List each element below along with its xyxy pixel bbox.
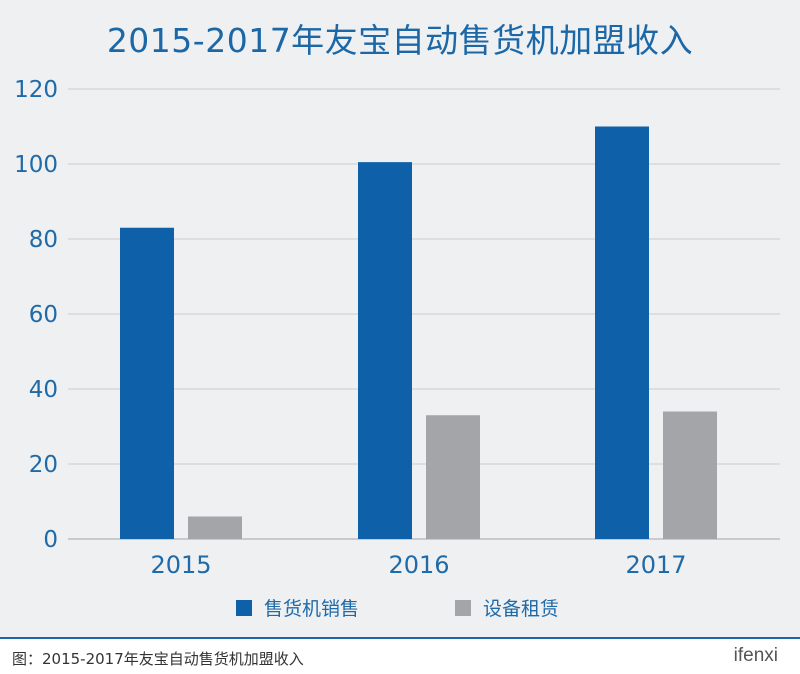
bar-vending-sales-2017 — [595, 126, 649, 539]
gridlines — [68, 88, 780, 540]
legend: 售货机销售 设备租赁 — [236, 598, 559, 620]
y-tick-label: 80 — [29, 227, 58, 253]
y-tick-label: 0 — [43, 527, 58, 553]
y-axis-ticks: 0 20 40 60 80 100 120 — [14, 77, 58, 553]
x-tick-label: 2016 — [388, 551, 449, 579]
legend-swatch-equipment-rental — [455, 600, 471, 616]
bars — [120, 126, 717, 539]
brand-logo: ifenxi — [733, 645, 778, 666]
bar-chart: 0 20 40 60 80 100 120 2015 2016 2017 售货机销售 设备租赁 — [14, 77, 780, 620]
bar-vending-sales-2015 — [120, 227, 174, 539]
y-tick-label: 120 — [14, 77, 58, 103]
y-tick-label: 100 — [14, 152, 58, 178]
footer-caption: 图：2015-2017年友宝自动售货机加盟收入 — [12, 650, 304, 668]
bar-equipment-rental-2016 — [426, 415, 480, 539]
legend-swatch-vending-sales — [236, 600, 252, 616]
x-tick-label: 2017 — [625, 551, 686, 579]
bar-vending-sales-2016 — [358, 162, 412, 539]
x-axis-ticks: 2015 2016 2017 — [150, 551, 686, 579]
footer-bar: 图：2015-2017年友宝自动售货机加盟收入 ifenxi — [0, 637, 800, 674]
legend-label-equipment-rental: 设备租赁 — [483, 598, 559, 620]
bar-equipment-rental-2017 — [663, 411, 717, 539]
bar-equipment-rental-2015 — [188, 516, 242, 539]
y-tick-label: 20 — [29, 452, 58, 478]
y-tick-label: 40 — [29, 377, 58, 403]
x-tick-label: 2015 — [150, 551, 211, 579]
y-tick-label: 60 — [29, 302, 58, 328]
chart-title: 2015-2017年友宝自动售货机加盟收入 — [106, 21, 694, 60]
legend-label-vending-sales: 售货机销售 — [264, 598, 359, 620]
